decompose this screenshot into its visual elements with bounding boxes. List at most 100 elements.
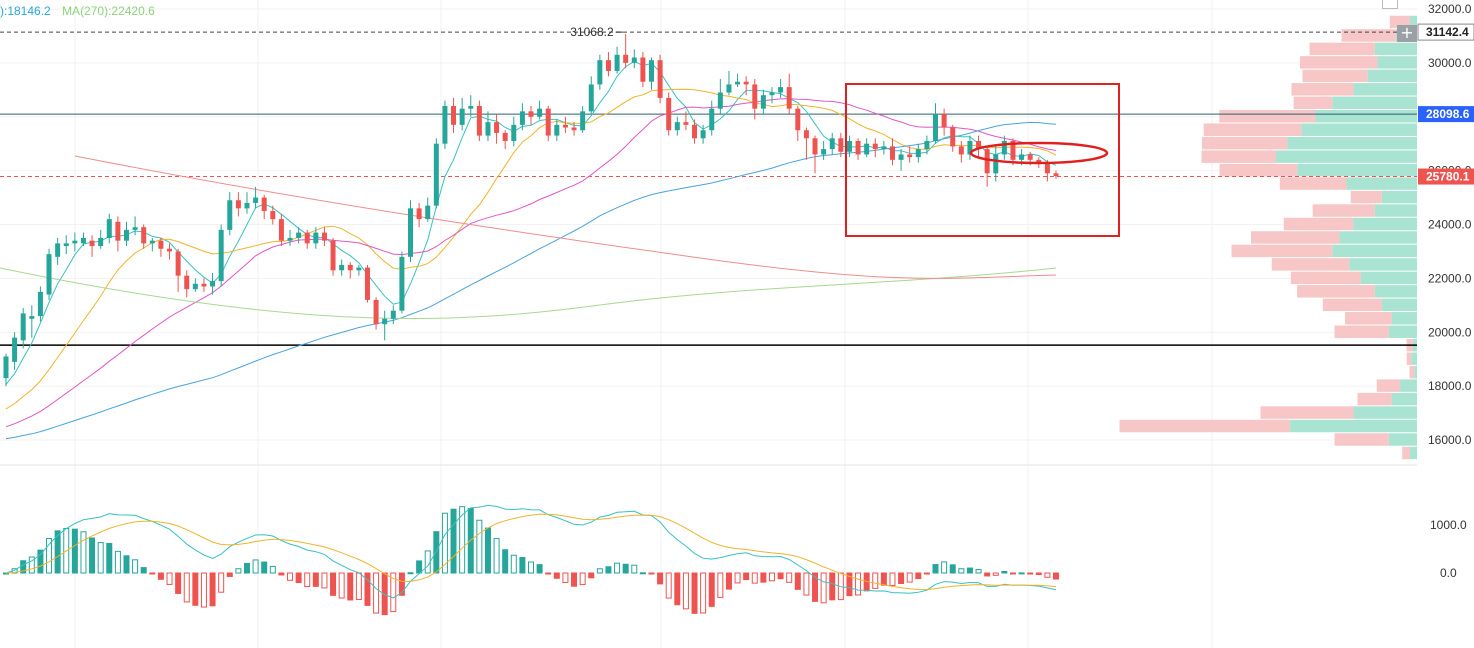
- macd-bar-negative: [166, 572, 173, 585]
- volume-profile-up-bar: [1409, 15, 1417, 29]
- macd-bar-negative: [1009, 572, 1016, 575]
- candle-up: [244, 202, 250, 209]
- ma-fast-line: [5, 60, 1057, 385]
- candle-up: [821, 149, 827, 155]
- macd-bar-negative: [588, 572, 595, 579]
- volume-profile-down-bar: [1251, 231, 1340, 244]
- candle-up: [12, 337, 18, 362]
- macd-bar-positive: [123, 555, 130, 574]
- price-tick-label: 20000.0: [1428, 325, 1472, 339]
- macd-bar-positive: [235, 568, 242, 574]
- ma-mid-line: [5, 88, 1057, 410]
- macd-bar-positive: [46, 538, 53, 574]
- candle-down: [158, 240, 164, 249]
- macd-bar-negative: [768, 572, 775, 582]
- candle-up: [356, 267, 362, 271]
- candle-up: [631, 57, 637, 63]
- volume-profile-down-bar: [1302, 69, 1368, 83]
- candle-down: [666, 97, 672, 131]
- candle-down: [786, 87, 792, 109]
- macd-bar-negative: [209, 572, 216, 607]
- candle-up: [511, 124, 517, 141]
- macd-bar-negative: [923, 572, 930, 575]
- macd-bar-negative: [226, 572, 233, 577]
- candle-up: [253, 197, 259, 203]
- price-axis[interactable]: 32000.030000.028000.026000.024000.022000…: [1417, 2, 1474, 447]
- volume-profile-down-bar: [1260, 406, 1354, 419]
- macd-bar-positive: [252, 559, 259, 574]
- volume-profile-up-bar: [1276, 150, 1417, 163]
- candle-down: [1036, 159, 1042, 163]
- macd-bar-positive: [433, 531, 440, 574]
- candle-up: [915, 149, 921, 158]
- volume-profile-down-bar: [1271, 258, 1350, 271]
- macd-bar-negative: [880, 572, 887, 586]
- macd-bar-positive: [1001, 571, 1008, 574]
- macd-bar-positive: [639, 572, 646, 575]
- candle-down: [270, 211, 276, 220]
- macd-bar-negative: [743, 572, 750, 581]
- macd-bar-positive: [519, 557, 526, 574]
- candle-up: [519, 111, 525, 125]
- candle-up: [132, 227, 138, 230]
- macd-bar-negative: [218, 572, 225, 593]
- candle-down: [571, 127, 577, 131]
- collapse-panel-button[interactable]: [1382, 0, 1398, 9]
- macd-bar-negative: [872, 572, 879, 589]
- candle-up: [760, 95, 766, 109]
- candle-up: [537, 108, 543, 117]
- candle-down: [321, 232, 327, 241]
- macd-axis: 1000.0 0.0: [1430, 518, 1467, 580]
- volume-profile-up-bar: [1332, 244, 1417, 258]
- high-price-label: 31068.2: [570, 25, 614, 39]
- macd-bar-negative: [562, 572, 569, 583]
- candle-down: [373, 299, 379, 325]
- volume-profile-up-bar: [1411, 352, 1417, 365]
- add-alert-plus-button[interactable]: +: [1397, 25, 1417, 42]
- ma-slow-line: [5, 98, 1057, 428]
- price-tick-label: 24000.0: [1428, 218, 1472, 232]
- macd-bar-positive: [261, 561, 268, 574]
- volume-profile-down-bar: [1219, 110, 1316, 123]
- macd-bar-negative: [915, 572, 922, 580]
- macd-bar-positive: [941, 561, 948, 574]
- candle-up: [898, 154, 904, 160]
- candle-down: [304, 232, 310, 244]
- macd-bar-negative: [373, 572, 380, 614]
- volume-profile: [1119, 15, 1417, 460]
- volume-profile-down-bar: [1341, 29, 1396, 42]
- volume-profile-up-bar: [1297, 163, 1417, 177]
- candle-up: [63, 243, 69, 247]
- macd-panel: [3, 504, 1059, 616]
- macd-bar-negative: [855, 572, 862, 596]
- candle-down: [330, 240, 336, 271]
- volume-profile-up-bar: [1374, 42, 1417, 56]
- candle-up: [218, 229, 224, 282]
- candle-down: [562, 124, 568, 128]
- candle-down: [347, 264, 353, 271]
- candle-up: [425, 205, 431, 220]
- macd-bar-positive: [132, 559, 139, 574]
- candle-up: [55, 243, 61, 257]
- macd-bar-negative: [1027, 572, 1034, 575]
- macd-bar-negative: [183, 572, 190, 603]
- volume-profile-up-bar: [1381, 298, 1417, 312]
- candle-down: [838, 138, 844, 152]
- volume-profile-down-bar: [1219, 163, 1298, 177]
- macd-bar-negative: [149, 572, 156, 575]
- candle-up: [648, 60, 654, 82]
- candle-up: [459, 108, 465, 125]
- macd-bar-negative: [321, 572, 328, 589]
- macd-bar-negative: [803, 572, 810, 596]
- price-tick-label: 16000.0: [1428, 433, 1472, 447]
- candle-down: [476, 105, 482, 136]
- macd-bar-negative: [648, 572, 655, 575]
- price-tag-label: 25780.1: [1426, 170, 1470, 184]
- macd-bar-negative: [175, 572, 182, 594]
- macd-bar-negative: [312, 572, 319, 587]
- candle-down: [855, 140, 861, 155]
- macd-bar-negative: [157, 572, 164, 580]
- macd-bar-negative: [700, 572, 707, 614]
- volume-profile-up-bar: [1391, 312, 1417, 325]
